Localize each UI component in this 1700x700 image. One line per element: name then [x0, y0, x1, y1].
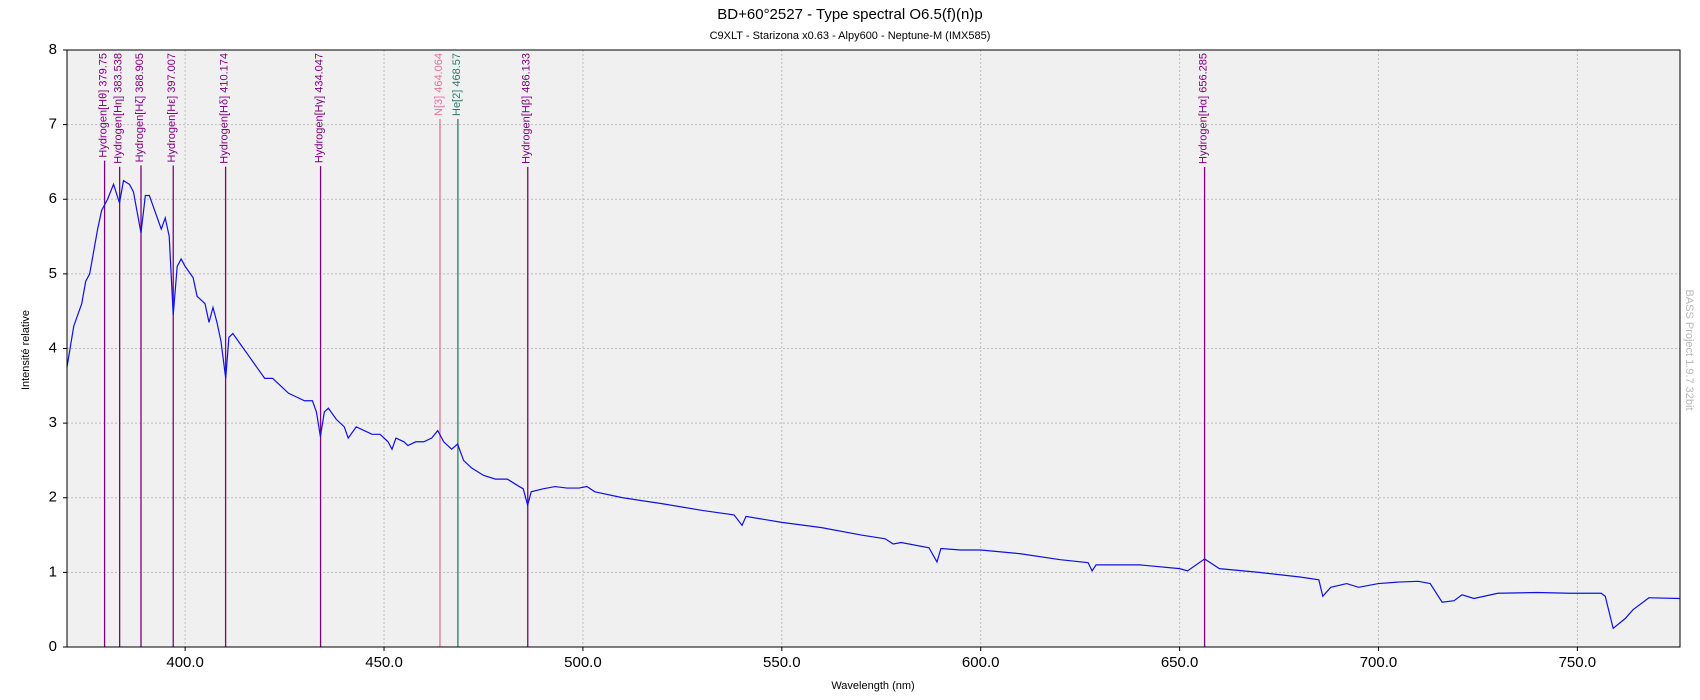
annotation-label: Hydrogen[Hδ] 410.174	[219, 53, 231, 164]
y-tick-label: 6	[49, 190, 57, 207]
x-axis-label: Wavelength (nm)	[831, 680, 914, 692]
y-tick-label: 5	[49, 265, 57, 282]
annotation-label: Hydrogen[Hγ] 434.047	[313, 53, 325, 163]
y-tick-label: 1	[49, 563, 57, 580]
chart-title: BD+60°2527 - Type spectral O6.5(f)(n)p	[717, 6, 982, 23]
annotation-label: He[2] 468.57	[451, 53, 463, 116]
y-axis-label: Intensité relative	[20, 310, 32, 390]
chart-subtitle: C9XLT - Starizona x0.63 - Alpy600 - Nept…	[710, 30, 991, 42]
x-tick-label: 750.0	[1559, 654, 1597, 671]
watermark: BASS Project 1.9.7 32bit	[1683, 289, 1695, 410]
x-tick-label: 700.0	[1360, 654, 1398, 671]
y-tick-label: 0	[49, 638, 57, 655]
y-tick-label: 4	[49, 339, 57, 356]
y-tick-label: 8	[49, 41, 57, 58]
x-tick-label: 550.0	[763, 654, 801, 671]
y-tick-label: 3	[49, 414, 57, 431]
x-tick-label: 650.0	[1161, 654, 1199, 671]
y-tick-label: 2	[49, 489, 57, 506]
x-tick-label: 500.0	[564, 654, 602, 671]
annotation-label: Hydrogen[Hβ] 486.133	[521, 53, 533, 164]
annotation-label: N[3] 464.064	[433, 53, 445, 116]
x-tick-label: 600.0	[962, 654, 1000, 671]
x-tick-label: 400.0	[166, 654, 204, 671]
y-tick-label: 7	[49, 116, 57, 133]
annotation-label: Hydrogen[Hζ] 388.905	[134, 53, 146, 162]
annotation-label: Hydrogen[Hε] 397.007	[166, 53, 178, 162]
plot-border	[66, 49, 1681, 648]
x-tick-label: 450.0	[365, 654, 403, 671]
annotation-label: Hydrogen[Hθ] 379.75	[97, 53, 109, 158]
annotation-label: Hydrogen[Hη] 383.538	[113, 53, 125, 164]
annotation-label: Hydrogen[Hα] 656.285	[1197, 53, 1209, 164]
spectrum-line	[66, 179, 1681, 630]
